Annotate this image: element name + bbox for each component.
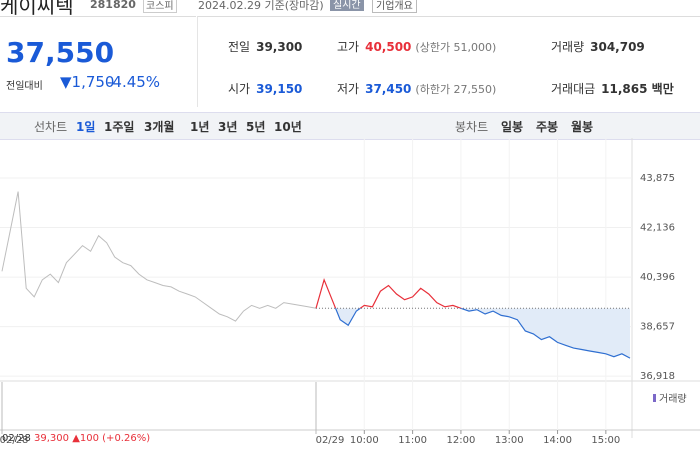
price-box <box>0 16 196 107</box>
tab[interactable]: 1년 <box>190 120 210 134</box>
stat-label: 거래대금 <box>551 82 596 96</box>
tab[interactable]: 주봉 <box>536 120 559 134</box>
x-tick-label: 02/29 <box>316 435 345 446</box>
stock-name: 케이씨텍 <box>0 0 74 18</box>
tab[interactable]: 월봉 <box>571 120 594 134</box>
stat: 저가 37,450 (하한가 27,550) <box>337 80 496 97</box>
current-price: 37,550 <box>6 36 115 69</box>
stat: 전일 39,300 <box>228 38 302 55</box>
tab[interactable]: 10년 <box>274 120 302 134</box>
stat-value: 40,500 <box>365 40 412 54</box>
x-tick-label: 14:00 <box>543 435 572 446</box>
date: 2024.02.29 기준(장마감) <box>198 0 324 12</box>
stat-label: 저가 <box>337 82 360 96</box>
market-badge: 코스피 <box>143 0 177 13</box>
stat-extra: (하한가 27,550) <box>415 83 497 96</box>
legend-swatch <box>653 394 656 402</box>
stat-value: 39,300 <box>256 40 303 54</box>
price-change: ▼1,750 <box>60 73 115 91</box>
footer-change: ▲100 (+0.26%) <box>72 433 151 444</box>
x-tick-label: 11:00 <box>398 435 427 446</box>
x-tick-label: 10:00 <box>350 435 379 446</box>
x-tick-label: 15:00 <box>591 435 620 446</box>
footer-close: 39,300 <box>34 433 70 444</box>
price-change-pct: -4.45% <box>107 73 161 91</box>
x-tick-label: 12:00 <box>447 435 476 446</box>
y-tick-label: 42,136 <box>640 223 675 234</box>
y-tick-label: 43,875 <box>640 173 675 184</box>
realtime-badge[interactable]: 실시간 <box>330 0 364 11</box>
chart: 거래량 43,875 42,136 40,396 38,657 36,918 10:00 1… <box>0 138 700 446</box>
stat-label: 고가 <box>337 40 360 54</box>
y-tick-label: 40,396 <box>640 272 675 283</box>
footer-info: 02/28 39,300 ▲100 (+0.26%) <box>2 433 150 444</box>
y-tick-label: 36,918 <box>640 371 675 382</box>
change-label: 전일대비 <box>6 81 43 92</box>
y-tick-label: 38,657 <box>640 322 675 333</box>
legend-label: 거래량 <box>659 393 687 405</box>
x-tick-label: 13:00 <box>495 435 524 446</box>
stat: 고가 40,500 (상한가 51,000) <box>337 38 496 55</box>
stat-label: 전일 <box>228 40 251 54</box>
tab[interactable]: 3개월 <box>144 120 175 134</box>
stat-extra: (상한가 51,000) <box>415 41 497 54</box>
tab[interactable]: 일봉 <box>501 120 524 134</box>
footer-date: 02/28 <box>2 433 31 444</box>
stat-label: 거래량 <box>551 40 585 54</box>
stats-box <box>197 16 700 107</box>
stat: 거래대금 11,865 백만 <box>551 80 674 97</box>
up-line <box>315 277 463 309</box>
down-area <box>316 308 630 359</box>
tab[interactable]: 3년 <box>218 120 238 134</box>
stat-value: 39,150 <box>256 82 303 96</box>
tab[interactable]: 5년 <box>246 120 266 134</box>
tab: 선차트 <box>34 120 68 134</box>
tab: 봉차트 <box>455 120 489 134</box>
stat-value: 37,450 <box>365 82 412 96</box>
tab-bar: 선차트 1일 1주일 3개월 1년 3년 5년 10년 봉차트 일봉 주봉 월봉 <box>0 112 700 140</box>
tab[interactable]: 1일 <box>76 120 96 134</box>
down-line <box>315 308 631 359</box>
stat: 시가 39,150 <box>228 80 302 97</box>
stat-value: 11,865 백만 <box>601 82 674 96</box>
stat-label: 시가 <box>228 82 251 96</box>
tab[interactable]: 1주일 <box>104 120 135 134</box>
prev-line <box>1 191 317 322</box>
stock-code: 281820 <box>90 0 136 11</box>
stat-value: 304,709 <box>590 40 645 54</box>
company-info[interactable]: 기업개요 <box>372 0 417 13</box>
stat: 거래량 304,709 <box>551 38 645 55</box>
x-tick-label: 02/28 <box>0 435 28 446</box>
